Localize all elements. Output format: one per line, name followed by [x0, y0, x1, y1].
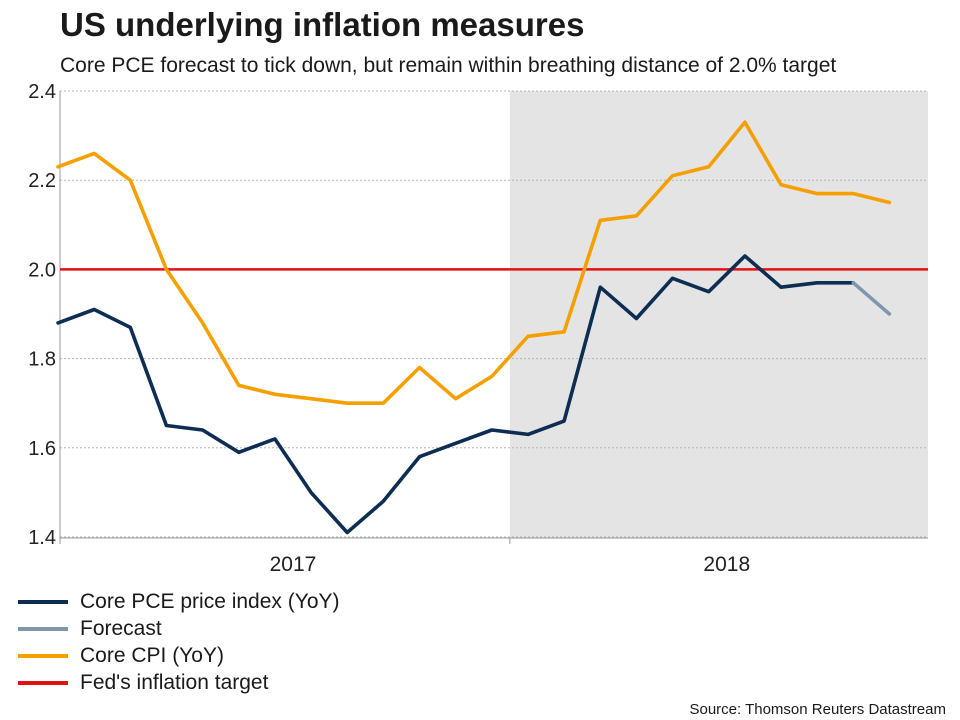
forecast-period-shade: [509, 91, 928, 538]
y-tick-label: 2.2: [28, 170, 56, 192]
legend-swatch-core-pce: [18, 599, 68, 604]
legend-label-fed-target: Fed's inflation target: [80, 670, 269, 694]
source-note: Source: Thomson Reuters Datastream: [689, 701, 946, 718]
legend-label-forecast: Forecast: [80, 616, 162, 640]
y-tick-label: 2.0: [28, 259, 56, 281]
x-tick-label: 2017: [270, 553, 317, 576]
line-chart: 1.4 1.6 1.8 2.0 2.2 2.4 2017 2018: [28, 81, 928, 576]
legend-swatch-forecast: [18, 626, 68, 631]
series-line-core-cpi: [56, 120, 892, 406]
series-line-core-pce: [56, 254, 856, 535]
legend-swatch-core-cpi: [18, 653, 68, 658]
series-lines: [56, 120, 892, 535]
y-tick-label: 1.4: [28, 527, 56, 549]
legend-item-core-cpi: Core CPI (YoY): [18, 642, 340, 669]
chart-subtitle: Core PCE forecast to tick down, but rema…: [60, 54, 837, 77]
y-tick-labels: 1.4 1.6 1.8 2.0 2.2 2.4: [28, 81, 56, 549]
x-tick-label: 2018: [703, 553, 750, 576]
legend-label-core-cpi: Core CPI (YoY): [80, 643, 224, 667]
legend-item-forecast: Forecast: [18, 615, 340, 642]
series-line-forecast: [851, 280, 892, 316]
y-tick-label: 1.8: [28, 349, 56, 371]
x-tick-labels: 2017 2018: [270, 553, 751, 576]
legend: Core PCE price index (YoY) Forecast Core…: [18, 588, 340, 696]
legend-item-core-pce: Core PCE price index (YoY): [18, 588, 340, 615]
y-tick-label: 2.4: [28, 81, 56, 103]
chart-title: US underlying inflation measures: [60, 6, 585, 43]
legend-item-fed-target: Fed's inflation target: [18, 669, 340, 696]
legend-label-core-pce: Core PCE price index (YoY): [80, 589, 340, 613]
legend-swatch-fed-target: [18, 680, 68, 685]
y-tick-label: 1.6: [28, 438, 56, 460]
